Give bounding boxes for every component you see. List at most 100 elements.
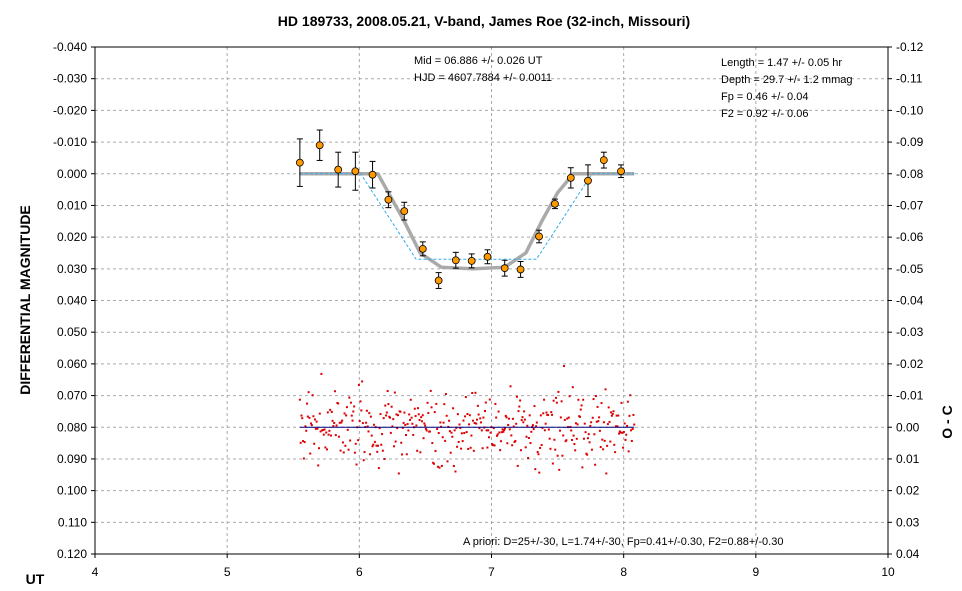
y-tick-label: -0.030 [53, 72, 87, 86]
residual-point [334, 434, 337, 437]
residual-point [355, 463, 358, 466]
residual-point [395, 413, 398, 416]
residual-point [533, 405, 536, 408]
residual-point [455, 426, 458, 429]
residual-point [410, 416, 413, 419]
residual-point [631, 427, 634, 430]
residual-point [535, 425, 538, 428]
residual-point [457, 440, 460, 443]
residual-point [582, 398, 585, 401]
residual-point [434, 450, 437, 453]
residual-point [442, 421, 445, 424]
residual-point [482, 416, 485, 419]
residual-point [318, 447, 321, 450]
residual-point [386, 390, 389, 393]
residual-point [537, 453, 540, 456]
residual-point [474, 391, 477, 394]
residual-point [425, 429, 428, 432]
y2-axis: -0.12 -0.11 -0.10 -0.09 -0.08 -0.07 -0.06 -0.05… [888, 40, 924, 561]
residual-point [335, 424, 338, 427]
residual-point [476, 418, 479, 421]
residual-point [339, 449, 342, 452]
residual-point [362, 459, 365, 462]
residual-point [330, 410, 333, 413]
residual-point [562, 434, 565, 437]
residual-point [377, 467, 380, 470]
residual-point [367, 430, 370, 433]
residual-point [359, 400, 362, 403]
residual-point [308, 416, 311, 419]
x-tick-label: 10 [881, 565, 895, 579]
residual-point [612, 410, 615, 413]
residual-point [381, 449, 384, 452]
residual-point [464, 415, 467, 418]
residual-point [311, 394, 314, 397]
residual-point [304, 425, 307, 428]
residual-point [575, 437, 578, 440]
y2-tick-label: 0.01 [896, 452, 920, 466]
residual-point [328, 429, 331, 432]
residual-point [590, 421, 593, 424]
residual-point [401, 426, 404, 429]
residual-point [597, 420, 600, 423]
residual-point [511, 444, 514, 447]
residual-point [373, 440, 376, 443]
residual-point [421, 414, 424, 417]
residual-point [391, 425, 394, 428]
residual-point [354, 442, 357, 445]
chart-title: HD 189733, 2008.05.21, V-band, James Roe… [278, 13, 690, 29]
residual-point [428, 430, 431, 433]
residual-point [526, 424, 529, 427]
residual-point [632, 413, 635, 416]
residual-point [525, 435, 528, 438]
residual-point [360, 409, 363, 412]
residual-point [361, 380, 364, 383]
residual-point [370, 434, 373, 437]
residual-point [329, 434, 332, 437]
residual-point [565, 439, 568, 442]
residual-point [579, 408, 582, 411]
residual-point [324, 446, 327, 449]
residual-point [333, 390, 336, 393]
residual-point [302, 457, 305, 460]
residual-point [436, 427, 439, 430]
residual-point [312, 415, 315, 418]
residual-point [441, 436, 444, 439]
y-tick-label: 0.060 [57, 357, 87, 371]
residual-point [387, 403, 390, 406]
residual-point [314, 418, 317, 421]
residual-point [488, 398, 491, 401]
residual-point [317, 464, 320, 467]
residual-point [380, 443, 383, 446]
residual-point [299, 441, 302, 444]
residual-point [586, 453, 589, 456]
residual-point [363, 451, 366, 454]
residual-point [555, 401, 558, 404]
residual-point [617, 414, 620, 417]
residual-point [513, 440, 516, 443]
residual-point [563, 418, 566, 421]
residual-point [307, 391, 310, 394]
residual-point [527, 457, 530, 460]
binned-point [599, 156, 608, 165]
residual-point [487, 436, 490, 439]
residual-point [624, 438, 627, 441]
residual-point [630, 429, 633, 432]
residual-point [466, 412, 469, 415]
residual-point [358, 420, 361, 423]
residual-point [476, 404, 479, 407]
residual-point [316, 427, 319, 430]
residual-point [628, 414, 631, 417]
residual-point [377, 444, 380, 447]
residual-point [590, 448, 593, 451]
residual-point [607, 406, 610, 409]
residual-point [342, 451, 345, 454]
residual-point [381, 433, 384, 436]
residual-point [629, 394, 632, 397]
residual-point [541, 426, 544, 429]
residual-point [539, 446, 542, 449]
residual-point [313, 442, 316, 445]
annotation-f2: F2 = 0.92 +/- 0.06 [721, 108, 808, 120]
residual-point [481, 447, 484, 450]
